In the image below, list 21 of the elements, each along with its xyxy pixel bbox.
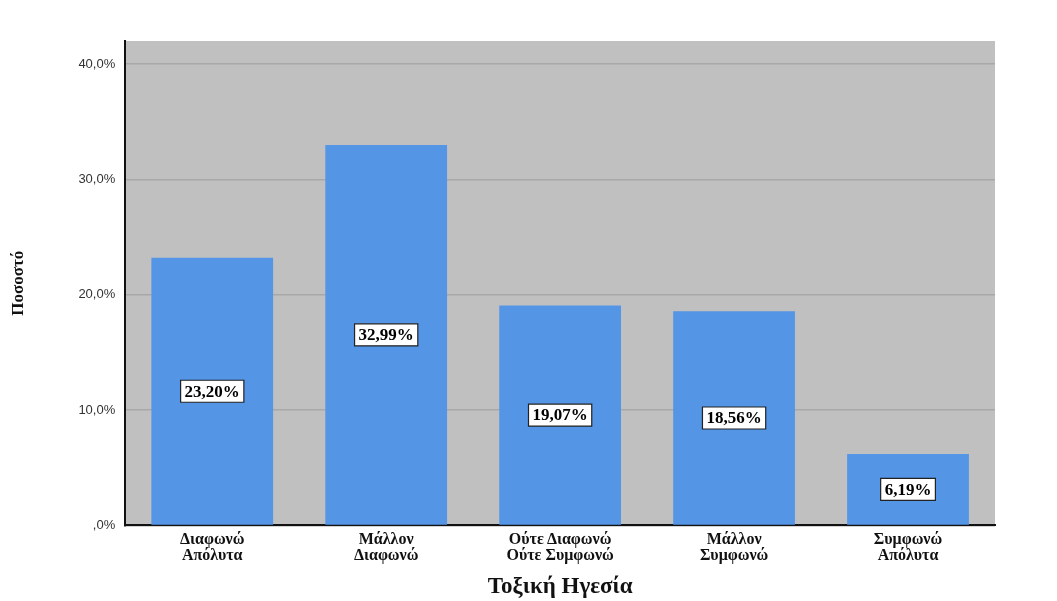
y-axis-title: Ποσοστό xyxy=(7,250,27,316)
y-tick-label: 40,0% xyxy=(78,55,116,71)
data-label: 18,56% xyxy=(706,408,762,428)
x-tick-label: Μάλλον Συμφωνώ xyxy=(699,529,769,564)
data-label: 32,99% xyxy=(358,325,414,345)
y-tick-label: 30,0% xyxy=(78,170,116,186)
x-tick-label: Ούτε Διαφωνώ Ούτε Συμφωνώ xyxy=(506,529,615,564)
bar xyxy=(673,311,795,525)
bar xyxy=(151,257,274,525)
data-label: 19,07% xyxy=(532,405,588,425)
x-tick-label: Συμφωνώ Απόλυτα xyxy=(873,529,943,563)
y-tick-label: 20,0% xyxy=(78,286,116,302)
y-tick-label: ,0% xyxy=(92,516,116,532)
bar xyxy=(499,305,622,525)
data-label: 23,20% xyxy=(184,381,240,401)
bar xyxy=(325,144,448,525)
x-axis-title: Τοξική Ηγεσία xyxy=(487,573,633,599)
data-label: 6,19% xyxy=(884,479,932,499)
x-tick-label: Διαφωνώ Απόλυτα xyxy=(180,529,245,563)
y-tick-label: 10,0% xyxy=(78,401,116,417)
x-tick-label: Μάλλον Διαφωνώ xyxy=(353,529,419,564)
